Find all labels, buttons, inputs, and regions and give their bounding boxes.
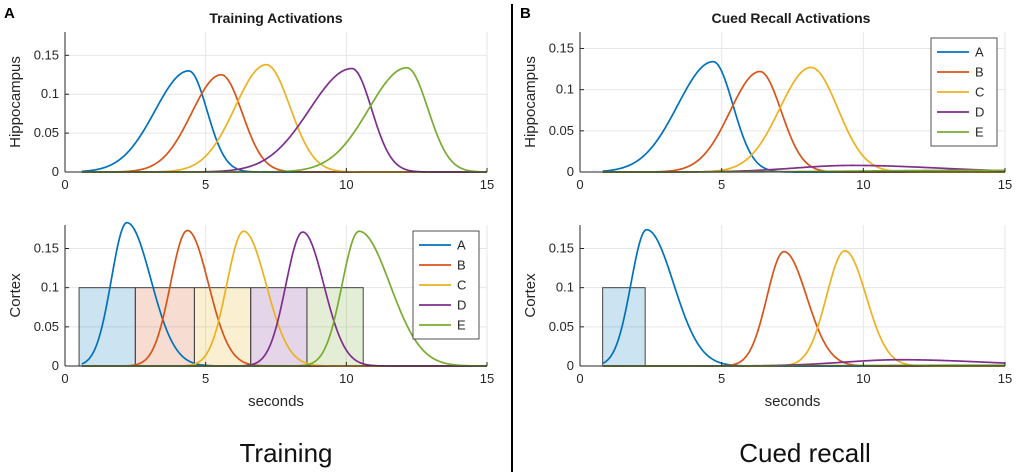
legend-label-d: D (975, 105, 984, 120)
y-tick-label: 0.1 (556, 82, 574, 97)
y-tick-label: 0.15 (549, 241, 574, 256)
legend-label-c: C (457, 278, 466, 293)
x-tick-label: 5 (718, 371, 725, 386)
x-tick-label: 15 (998, 177, 1012, 192)
x-tick-label: 5 (202, 177, 209, 192)
axes-a-top: 0 5 10 15 0 0.05 0.1 0.15 Hippocampus (7, 32, 494, 192)
y-tick-label: 0.1 (41, 280, 59, 295)
panel-letter-a: A (4, 5, 15, 22)
x-axis-label: seconds (248, 393, 304, 410)
legend-label-e: E (975, 125, 984, 140)
panel-a-title: Training Activations (209, 10, 342, 26)
y-tick-label: 0.15 (34, 47, 59, 62)
x-tick-label: 0 (576, 177, 583, 192)
y-tick-label: 0.05 (34, 125, 59, 140)
y-tick-label: 0 (567, 164, 574, 179)
legend-label-b: B (457, 258, 466, 273)
x-axis-label: seconds (765, 393, 821, 410)
x-tick-label: 0 (61, 371, 68, 386)
y-tick-label: 0.05 (34, 319, 59, 334)
x-tick-label: 10 (339, 177, 353, 192)
y-axis-label: Cortex (7, 273, 24, 318)
x-tick-label: 15 (998, 371, 1012, 386)
y-tick-label: 0.15 (34, 241, 59, 256)
legend-label-e: E (457, 318, 466, 333)
x-tick-label: 5 (718, 177, 725, 192)
y-tick-label: 0.15 (549, 40, 574, 55)
panel-b-title: Cued Recall Activations (712, 10, 871, 26)
cue-box-a (602, 287, 646, 367)
legend-label-a: A (975, 45, 984, 60)
x-tick-label: 10 (856, 371, 870, 386)
panel-letter-b: B (520, 5, 531, 22)
panel-a-caption: Training (240, 438, 333, 468)
x-tick-label: 0 (61, 177, 68, 192)
axes-b-bottom: 0 5 10 15 0 0.05 0.1 0.15 Cortex seconds (522, 225, 1012, 410)
cue-box-c (193, 287, 252, 367)
legend-label-b: B (975, 65, 984, 80)
legend-label-d: D (457, 298, 466, 313)
x-tick-label: 5 (202, 371, 209, 386)
y-tick-label: 0 (567, 358, 574, 373)
y-tick-label: 0.05 (549, 123, 574, 138)
y-tick-label: 0 (52, 358, 59, 373)
x-tick-label: 10 (339, 371, 353, 386)
y-axis-label: Hippocampus (7, 56, 24, 148)
x-tick-label: 10 (856, 177, 870, 192)
y-axis-label: Hippocampus (522, 56, 539, 148)
panel-b-caption: Cued recall (739, 438, 871, 468)
x-tick-label: 15 (480, 371, 494, 386)
y-tick-label: 0.05 (549, 319, 574, 334)
x-tick-label: 0 (576, 371, 583, 386)
y-tick-label: 0.1 (41, 86, 59, 101)
legend-label-a: A (457, 238, 466, 253)
y-tick-label: 0 (52, 164, 59, 179)
y-tick-label: 0.1 (556, 280, 574, 295)
y-axis-label: Cortex (522, 273, 539, 318)
x-tick-label: 15 (480, 177, 494, 192)
legend-label-c: C (975, 85, 984, 100)
